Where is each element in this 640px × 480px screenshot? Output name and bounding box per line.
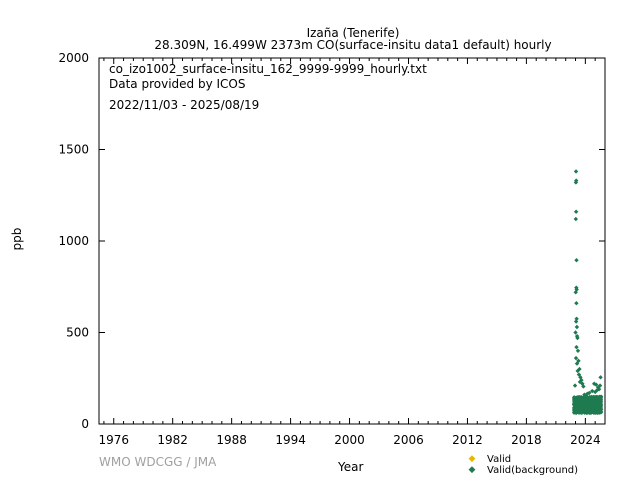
data-point (598, 375, 603, 380)
x-tick-label: 1988 (216, 433, 247, 447)
data-point (582, 398, 587, 403)
x-tick-label: 1994 (275, 433, 306, 447)
data-point (581, 384, 586, 389)
x-tick-label: 1976 (98, 433, 129, 447)
data-point (573, 209, 579, 214)
provider-annotation: Data provided by ICOS (109, 77, 246, 91)
data-point (573, 290, 578, 295)
data-point (574, 258, 579, 263)
data-point (594, 406, 599, 411)
data-point (573, 330, 578, 335)
data-point (575, 399, 580, 404)
data-point (574, 344, 579, 350)
data-point (575, 368, 580, 374)
data-point (572, 383, 578, 388)
data-point (583, 393, 588, 398)
data-point (574, 287, 579, 292)
y-tick-label: 2000 (58, 51, 89, 65)
plot-frame (98, 57, 606, 425)
data-point (587, 409, 592, 414)
y-tick-label: 0 (81, 417, 89, 431)
data-point (589, 401, 594, 406)
data-point (577, 401, 582, 406)
y-tick-label: 1000 (58, 234, 89, 248)
x-tick-label: 2006 (393, 433, 424, 447)
x-tick-label: 1982 (157, 433, 188, 447)
data-point (597, 383, 603, 388)
legend-label-background: Valid(background) (487, 465, 579, 476)
y-tick-label: 500 (66, 326, 89, 340)
data-point (575, 335, 580, 341)
data-point (580, 381, 585, 386)
data-point (577, 379, 583, 385)
credit-text: WMO WDCGG / JMA (99, 455, 217, 469)
data-point (574, 324, 580, 330)
x-tick-label: 2024 (570, 433, 601, 447)
data-point (592, 399, 597, 404)
data-point (595, 395, 600, 400)
data-point (573, 319, 579, 324)
x-tick-label: 2000 (334, 433, 365, 447)
period-annotation: 2022/11/03 - 2025/08/19 (109, 98, 260, 112)
x-tick-label: 2012 (452, 433, 483, 447)
data-point (579, 410, 584, 415)
chart-subtitle: 28.309N, 16.499W 2373m CO(surface-insitu… (154, 38, 552, 52)
data-point (587, 390, 592, 396)
data-point (575, 348, 581, 353)
data-point (583, 403, 588, 408)
data-point (573, 180, 579, 185)
data-point (574, 316, 579, 321)
data-point (577, 395, 582, 400)
data-point (573, 408, 578, 413)
x-tick-label: 2018 (511, 433, 542, 447)
y-axis-label: ppb (10, 227, 24, 251)
data-point (573, 169, 579, 174)
data-point (588, 405, 593, 410)
legend-item-background: ◆ Valid(background) (466, 465, 579, 476)
legend-item-valid: ◆ Valid (466, 454, 578, 465)
data-point (596, 404, 601, 409)
data-point (592, 389, 598, 395)
data-point (574, 395, 579, 400)
legend-marker-valid: ◆ (468, 454, 476, 464)
data-point (586, 400, 591, 405)
data-point (593, 382, 599, 387)
legend-label-valid: Valid (487, 454, 512, 465)
data-point (595, 409, 600, 414)
legend: ◆ Valid ◆ Valid(background) (466, 454, 579, 476)
file-name-annotation: co_izo1002_surface-insitu_162_9999-9999_… (109, 62, 427, 76)
data-point (573, 355, 579, 361)
data-point (589, 395, 594, 400)
data-point (592, 409, 597, 414)
data-point (593, 403, 598, 408)
data-point (594, 387, 600, 393)
chart-title: Izaña (Tenerife) (306, 26, 400, 40)
legend-marker-background: ◆ (468, 465, 476, 475)
data-point (574, 405, 579, 410)
data-point (573, 216, 579, 222)
data-point (571, 401, 576, 406)
data-point (574, 301, 579, 306)
x-axis-label: Year (338, 460, 364, 474)
y-tick-label: 1500 (58, 143, 89, 157)
data-point (576, 358, 581, 364)
data-point (597, 397, 602, 402)
data-point (574, 361, 580, 366)
